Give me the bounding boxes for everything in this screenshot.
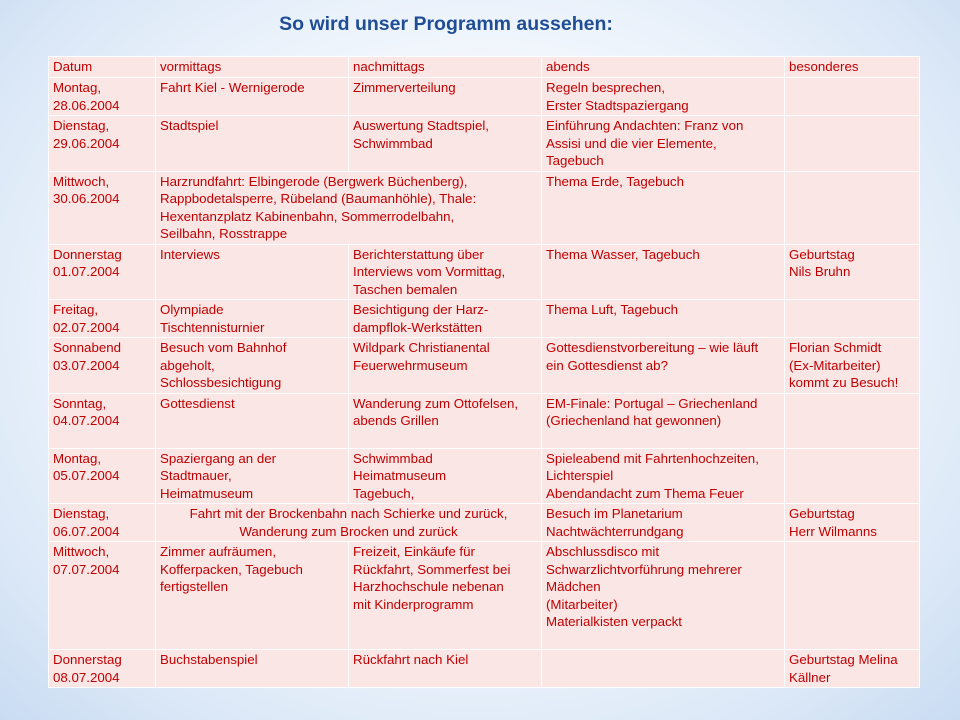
cell-besonderes: Geburtstag Herr Wilmanns — [784, 503, 920, 542]
header-cell-vormittags: vormittags — [155, 56, 349, 78]
header-cell-abends: abends — [541, 56, 785, 78]
cell-besonderes — [784, 447, 920, 504]
cell-abends: Besuch im Planetarium Nachtwächterrundga… — [541, 503, 785, 542]
table-row: Mittwoch, 30.06.2004 Harzrundfahrt: Elbi… — [48, 170, 920, 245]
cell-datum: Freitag, 02.07.2004 — [48, 299, 156, 338]
cell-vormittags: Interviews — [155, 243, 349, 300]
cell-besonderes — [784, 115, 920, 172]
table-row: Dienstag, 29.06.2004 Stadtspiel Auswertu… — [48, 115, 920, 172]
cell-datum: Dienstag, 29.06.2004 — [48, 115, 156, 172]
table-header-row: Datum vormittags nachmittags abends beso… — [48, 56, 920, 78]
cell-nachmittags: Zimmerverteilung — [348, 77, 542, 116]
cell-abends: Einführung Andachten: Franz von Assisi u… — [541, 115, 785, 172]
cell-vormittags: Buchstabenspiel — [155, 649, 349, 688]
cell-datum: Montag, 28.06.2004 — [48, 77, 156, 116]
cell-vormittags: Spaziergang an der Stadtmauer, Heimatmus… — [155, 447, 349, 504]
header-cell-datum: Datum — [48, 56, 156, 78]
header-cell-besonderes: besonderes — [784, 56, 920, 78]
cell-nachmittags: Rückfahrt nach Kiel — [348, 649, 542, 688]
table-row: Montag, 28.06.2004 Fahrt Kiel - Werniger… — [48, 77, 920, 116]
cell-datum: Sonnabend 03.07.2004 — [48, 337, 156, 394]
cell-besonderes: Florian Schmidt (Ex-Mitarbeiter) kommt z… — [784, 337, 920, 394]
cell-vormittags: Gottesdienst — [155, 392, 349, 449]
cell-nachmittags: Auswertung Stadtspiel, Schwimmbad — [348, 115, 542, 172]
cell-besonderes — [784, 77, 920, 116]
table-row: Donnerstag 08.07.2004 Buchstabenspiel Rü… — [48, 649, 920, 688]
table-row: Donnerstag 01.07.2004 Interviews Bericht… — [48, 243, 920, 300]
cell-abends: Abschlussdisco mit Schwarzlichtvorführun… — [541, 541, 785, 650]
cell-vormittags: Fahrt Kiel - Wernigerode — [155, 77, 349, 116]
cell-datum: Donnerstag 08.07.2004 — [48, 649, 156, 688]
cell-datum: Sonntag, 04.07.2004 — [48, 392, 156, 449]
cell-besonderes — [784, 392, 920, 449]
cell-nachmittags: Freizeit, Einkäufe für Rückfahrt, Sommer… — [348, 541, 542, 650]
cell-besonderes — [784, 170, 920, 245]
page-title: So wird unser Programm aussehen: — [279, 13, 613, 35]
table-row: Mittwoch, 07.07.2004 Zimmer aufräumen, K… — [48, 541, 920, 650]
cell-nachmittags: Berichterstattung über Interviews vom Vo… — [348, 243, 542, 300]
cell-abends: Regeln besprechen, Erster Stadtspazierga… — [541, 77, 785, 116]
cell-nachmittags: Besichtigung der Harz- dampflok-Werkstät… — [348, 299, 542, 338]
cell-vormittags-nachmittags: Fahrt mit der Brockenbahn nach Schierke … — [155, 503, 542, 542]
cell-abends: Gottesdienstvorbereitung – wie läuft ein… — [541, 337, 785, 394]
table-row: Dienstag, 06.07.2004 Fahrt mit der Brock… — [48, 503, 920, 542]
cell-vormittags: Zimmer aufräumen, Kofferpacken, Tagebuch… — [155, 541, 349, 650]
header-cell-nachmittags: nachmittags — [348, 56, 542, 78]
cell-nachmittags: Wildpark Christianental Feuerwehrmuseum — [348, 337, 542, 394]
cell-nachmittags: Wanderung zum Ottofelsen, abends Grillen — [348, 392, 542, 449]
cell-besonderes — [784, 299, 920, 338]
cell-datum: Mittwoch, 07.07.2004 — [48, 541, 156, 650]
cell-besonderes — [784, 541, 920, 650]
cell-datum: Montag, 05.07.2004 — [48, 447, 156, 504]
cell-datum: Mittwoch, 30.06.2004 — [48, 170, 156, 245]
cell-datum: Donnerstag 01.07.2004 — [48, 243, 156, 300]
cell-vormittags: Stadtspiel — [155, 115, 349, 172]
cell-abends — [541, 649, 785, 688]
table-row: Freitag, 02.07.2004 Olympiade Tischtenni… — [48, 299, 920, 338]
cell-nachmittags: Schwimmbad Heimatmuseum Tagebuch, — [348, 447, 542, 504]
cell-abends: Spieleabend mit Fahrtenhochzeiten, Licht… — [541, 447, 785, 504]
cell-besonderes: Geburtstag Nils Bruhn — [784, 243, 920, 300]
cell-abends: Thema Wasser, Tagebuch — [541, 243, 785, 300]
cell-abends: EM-Finale: Portugal – Griechenland (Grie… — [541, 392, 785, 449]
program-table: Datum vormittags nachmittags abends beso… — [48, 56, 920, 688]
table-row: Sonntag, 04.07.2004 Gottesdienst Wanderu… — [48, 392, 920, 449]
cell-vormittags: Olympiade Tischtennisturnier — [155, 299, 349, 338]
table-row: Montag, 05.07.2004 Spaziergang an der St… — [48, 447, 920, 504]
cell-vormittags-nachmittags: Harzrundfahrt: Elbingerode (Bergwerk Büc… — [155, 170, 542, 245]
table-row: Sonnabend 03.07.2004 Besuch vom Bahnhof … — [48, 337, 920, 394]
cell-datum: Dienstag, 06.07.2004 — [48, 503, 156, 542]
cell-abends: Thema Erde, Tagebuch — [541, 170, 785, 245]
cell-abends: Thema Luft, Tagebuch — [541, 299, 785, 338]
cell-besonderes: Geburtstag Melina Källner — [784, 649, 920, 688]
cell-vormittags: Besuch vom Bahnhof abgeholt, Schlossbesi… — [155, 337, 349, 394]
